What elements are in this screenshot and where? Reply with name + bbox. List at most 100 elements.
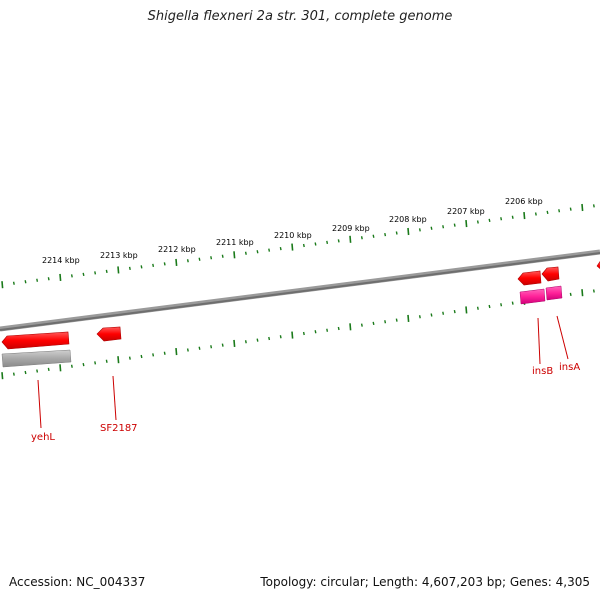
upper-ruler-major-tick xyxy=(59,273,62,281)
lower-ruler-minor-tick xyxy=(12,372,15,376)
lower-ruler-minor-tick xyxy=(511,301,514,305)
upper-ruler-minor-tick xyxy=(268,248,271,252)
lower-ruler-minor-tick xyxy=(82,362,85,367)
lower-ruler xyxy=(1,289,595,380)
upper-ruler-minor-tick xyxy=(82,272,85,277)
gene-label-yehL[interactable]: yehL xyxy=(31,432,55,443)
gene-leader-SF2187 xyxy=(112,375,117,421)
lower-ruler-major-tick xyxy=(1,372,4,380)
ruler-label-2207: 2207 kbp xyxy=(447,207,485,216)
accession-text: Accession: NC_004337 xyxy=(9,575,146,589)
lower-ruler-minor-tick xyxy=(94,361,97,365)
gene-arrow-SF2187[interactable] xyxy=(96,326,122,342)
upper-ruler-minor-tick xyxy=(395,231,398,235)
upper-ruler-minor-tick xyxy=(198,257,201,261)
upper-ruler-minor-tick xyxy=(558,209,561,213)
genome-backbone xyxy=(0,249,600,332)
ruler-label-2210: 2210 kbp xyxy=(274,231,312,240)
lower-ruler-minor-tick xyxy=(360,323,363,327)
upper-ruler-minor-tick xyxy=(94,271,97,275)
lower-ruler-major-tick xyxy=(349,323,352,331)
upper-ruler-minor-tick xyxy=(326,240,329,245)
gene-label-SF2187[interactable]: SF2187 xyxy=(100,423,138,434)
upper-ruler-major-tick xyxy=(233,251,236,259)
gene-leader-insA xyxy=(556,315,569,360)
gene-leader-insB xyxy=(537,317,541,365)
pseudo-feature-insB[interactable] xyxy=(519,288,546,305)
lower-ruler-minor-tick xyxy=(210,345,213,349)
lower-ruler-minor-tick xyxy=(128,356,131,360)
lower-ruler-minor-tick xyxy=(244,340,247,344)
ruler-label-2209: 2209 kbp xyxy=(332,224,370,233)
lower-ruler-minor-tick xyxy=(592,289,595,293)
gene-arrow-insB[interactable] xyxy=(517,270,542,286)
upper-ruler-major-tick xyxy=(291,243,294,251)
lower-ruler-minor-tick xyxy=(372,321,375,326)
lower-ruler-minor-tick xyxy=(326,328,329,332)
ruler-label-2211: 2211 kbp xyxy=(216,238,254,247)
lower-ruler-major-tick xyxy=(581,289,584,297)
lower-ruler-minor-tick xyxy=(442,311,445,315)
feature-bar-grey[interactable] xyxy=(1,349,72,368)
upper-ruler-minor-tick xyxy=(453,223,456,227)
upper-ruler-minor-tick xyxy=(337,239,340,243)
ruler-label-2206: 2206 kbp xyxy=(505,197,543,206)
upper-ruler-minor-tick xyxy=(244,251,247,255)
upper-ruler-minor-tick xyxy=(70,274,73,278)
upper-ruler-minor-tick xyxy=(140,265,143,269)
lower-ruler-major-tick xyxy=(59,364,62,372)
upper-ruler-minor-tick xyxy=(442,225,445,229)
upper-ruler-major-tick xyxy=(349,235,352,243)
lower-ruler-major-tick xyxy=(233,339,236,347)
upper-ruler-minor-tick xyxy=(488,218,491,223)
upper-ruler-minor-tick xyxy=(500,217,503,221)
gene-arrow-yehL[interactable] xyxy=(1,331,70,350)
lower-ruler-minor-tick xyxy=(395,318,398,322)
lower-ruler-major-tick xyxy=(175,348,178,356)
upper-ruler-minor-tick xyxy=(24,280,27,284)
lower-ruler-minor-tick xyxy=(140,354,143,359)
lower-ruler-minor-tick xyxy=(337,326,340,331)
upper-ruler-minor-tick xyxy=(279,246,282,251)
lower-ruler-minor-tick xyxy=(221,343,224,347)
gene-arrow-insA[interactable] xyxy=(541,266,560,282)
lower-ruler-minor-tick xyxy=(430,313,433,317)
lower-ruler-minor-tick xyxy=(256,338,259,342)
lower-ruler-major-tick xyxy=(117,356,120,364)
upper-ruler-minor-tick xyxy=(36,278,39,282)
lower-ruler-minor-tick xyxy=(152,353,155,357)
upper-ruler-minor-tick xyxy=(476,220,479,224)
lower-ruler-minor-tick xyxy=(198,346,201,350)
lower-ruler-minor-tick xyxy=(163,351,166,355)
upper-ruler-minor-tick xyxy=(360,236,363,240)
lower-ruler-minor-tick xyxy=(569,292,572,297)
ruler-labels: 2214 kbp 2213 kbp 2212 kbp 2211 kbp 2210… xyxy=(42,197,543,265)
lower-ruler-minor-tick xyxy=(279,335,282,339)
upper-ruler-minor-tick xyxy=(418,228,421,232)
lower-ruler-minor-tick xyxy=(186,348,189,352)
lower-ruler-minor-tick xyxy=(268,336,271,341)
lower-ruler-major-tick xyxy=(291,331,294,339)
pseudo-feature-insA[interactable] xyxy=(545,285,563,301)
upper-ruler-minor-tick xyxy=(569,207,572,211)
upper-ruler-minor-tick xyxy=(210,256,213,260)
lower-ruler-minor-tick xyxy=(24,370,27,375)
lower-ruler-minor-tick xyxy=(488,304,491,309)
lower-ruler-minor-tick xyxy=(47,367,50,372)
upper-ruler-minor-tick xyxy=(128,266,131,271)
ruler-label-2212: 2212 kbp xyxy=(158,245,196,254)
upper-ruler-minor-tick xyxy=(592,204,595,208)
upper-ruler xyxy=(1,203,595,289)
upper-ruler-minor-tick xyxy=(256,250,259,254)
upper-ruler-minor-tick xyxy=(302,243,305,248)
upper-ruler-major-tick xyxy=(1,281,4,289)
upper-ruler-minor-tick xyxy=(534,212,537,216)
lower-ruler-minor-tick xyxy=(105,359,108,363)
ruler-label-2208: 2208 kbp xyxy=(389,215,427,224)
upper-ruler-major-tick xyxy=(117,266,120,274)
upper-ruler-major-tick xyxy=(523,212,526,220)
gene-label-insA[interactable]: insA xyxy=(559,362,580,373)
gene-label-insB[interactable]: insB xyxy=(532,366,553,377)
upper-ruler-minor-tick xyxy=(186,259,189,263)
